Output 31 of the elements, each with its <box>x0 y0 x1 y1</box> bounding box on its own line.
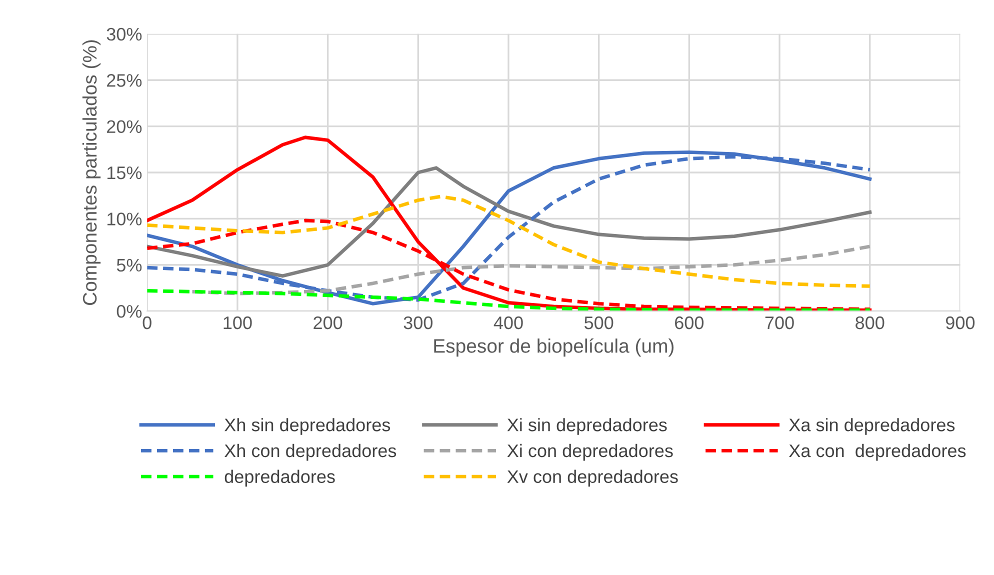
y-tick-label: 0% <box>116 305 142 318</box>
x-tick-label: 300 <box>404 316 432 330</box>
x-tick-label: 700 <box>765 316 794 330</box>
line-series <box>147 194 872 288</box>
legend-label: Xv con depredadores <box>507 470 678 487</box>
legend-label: Xi sin depredadores <box>507 418 667 435</box>
x-tick-label: 900 <box>946 316 975 330</box>
x-tick-label: 200 <box>314 316 342 330</box>
y-axis-title: Componentes particulados (%) <box>82 40 101 305</box>
x-tick-label: 0 <box>142 316 152 330</box>
y-tick-label: 20% <box>107 120 142 134</box>
x-tick-label: 500 <box>584 316 614 330</box>
legend-label: Xa con depredadores <box>789 444 966 461</box>
line-series <box>147 289 872 312</box>
line-series <box>147 166 872 278</box>
x-tick-label: 800 <box>856 316 884 330</box>
x-tick-label: 400 <box>494 316 523 330</box>
y-tick-label: 25% <box>107 74 142 87</box>
x-tick-label: 600 <box>675 316 704 330</box>
x-tick-label: 100 <box>224 316 252 330</box>
line-series <box>190 244 872 296</box>
legend-label: Xh con depredadores <box>224 444 396 461</box>
x-axis-title: Espesor de biopelícula (um) <box>434 338 674 357</box>
legend-label: depredadores <box>224 470 335 487</box>
legend-label: Xh sin depredadores <box>224 418 390 435</box>
legend-label: Xi con depredadores <box>507 444 673 461</box>
legend-label: Xa sin depredadores <box>789 418 955 435</box>
y-tick-label: 10% <box>107 212 142 226</box>
y-tick-label: 30% <box>106 28 142 41</box>
y-tick-label: 15% <box>107 166 142 180</box>
y-tick-label: 5% <box>116 258 142 272</box>
